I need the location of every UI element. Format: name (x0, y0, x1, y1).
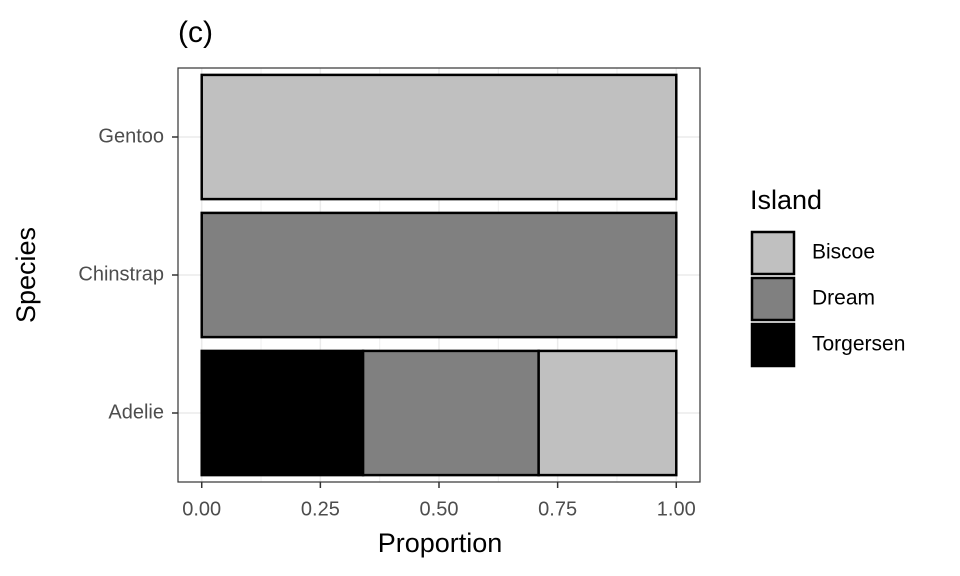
chart-title: (c) (178, 16, 213, 49)
legend-key (750, 276, 796, 322)
legend-label: Torgersen (812, 333, 905, 356)
x-axis-label: Proportion (378, 528, 503, 558)
legend-label: Biscoe (812, 241, 875, 264)
x-tick-label: 0.75 (538, 498, 577, 520)
legend-key (750, 322, 796, 368)
legend-key (750, 230, 796, 276)
y-axis-label: Species (11, 227, 41, 323)
y-tick-label: Adelie (108, 401, 164, 423)
y-tick-label: Chinstrap (78, 263, 164, 285)
x-tick-label: 0.00 (182, 498, 221, 520)
x-tick-label: 1.00 (657, 498, 696, 520)
legend-label: Dream (812, 287, 875, 310)
x-tick-label: 0.25 (301, 498, 340, 520)
bar-segment (200, 211, 678, 339)
bar-segment (537, 349, 678, 477)
bar-segment (200, 73, 678, 201)
x-tick-label: 0.50 (420, 498, 459, 520)
bars (200, 73, 678, 477)
bar-segment (361, 349, 540, 477)
legend-title: Island (750, 185, 822, 215)
bar-segment (200, 349, 365, 477)
y-tick-label: Gentoo (98, 125, 164, 147)
